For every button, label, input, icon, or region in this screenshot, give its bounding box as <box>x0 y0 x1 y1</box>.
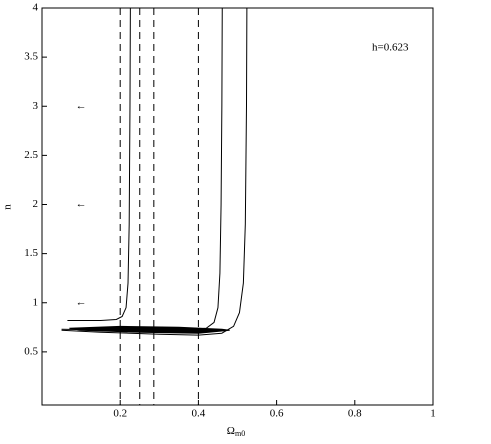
arrow-marker: ← <box>76 198 87 210</box>
arrow-marker: ← <box>76 296 87 308</box>
arrow-marker: ← <box>76 100 87 112</box>
plot-frame <box>41 7 434 406</box>
x-axis-label: Ωm0 <box>227 425 245 438</box>
x-tick-label: 0.6 <box>270 408 284 420</box>
x-tick-label: 0.4 <box>192 408 206 420</box>
y-tick-label: 3.5 <box>24 51 38 63</box>
y-tick-label: 3 <box>33 100 39 112</box>
y-axis-label: n <box>2 204 14 210</box>
x-label-main: Ω <box>227 425 235 437</box>
x-tick-label: 1 <box>430 408 436 420</box>
annotation: h=0.623 <box>372 42 409 54</box>
y-tick-label: 0.5 <box>24 345 38 357</box>
x-tick-label: 0.8 <box>348 408 362 420</box>
contour-line <box>61 7 223 331</box>
y-tick-label: 1 <box>33 296 39 308</box>
y-tick-label: 4 <box>33 2 39 14</box>
x-tick-label: 0.2 <box>113 408 127 420</box>
y-tick-label: 2.5 <box>24 149 38 161</box>
y-tick-label: 1.5 <box>24 247 38 259</box>
y-tick-label: 2 <box>33 198 39 210</box>
contour-line <box>61 7 248 336</box>
x-label-sub: m0 <box>235 429 245 438</box>
contour-line <box>67 7 131 321</box>
